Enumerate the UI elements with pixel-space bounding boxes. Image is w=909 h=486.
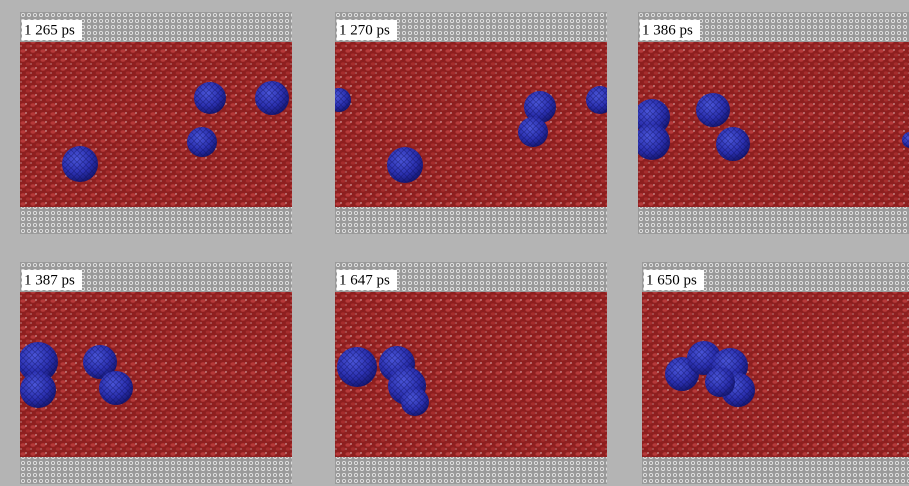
- nanobubble-texture: [387, 147, 423, 183]
- bottom-wall: [335, 457, 607, 484]
- figure: 1 265 ps 1 270 ps 1 386 ps 1 387 ps 1 647 ps…: [0, 0, 909, 486]
- nanobubble-texture: [518, 117, 548, 147]
- bottom-wall: [20, 207, 292, 234]
- water-region: [335, 42, 607, 207]
- bottom-wall: [335, 207, 607, 234]
- time-label: 1 387 ps: [24, 272, 75, 288]
- nanobubble-texture: [716, 127, 750, 161]
- water-region: [638, 42, 909, 207]
- snapshot-panel: 1 650 ps: [642, 262, 909, 484]
- page: {"panels": [{"label": "1 265 ps"}, {"lab…: [0, 0, 909, 486]
- time-label: 1 270 ps: [339, 22, 390, 38]
- nanobubble-texture: [62, 146, 98, 182]
- bottom-wall: [20, 457, 292, 484]
- nanobubble-texture: [187, 127, 217, 157]
- nanobubble-texture: [194, 82, 226, 114]
- water-region: [20, 292, 292, 457]
- snapshot-panel: 1 387 ps: [18, 262, 292, 484]
- water-region: [20, 42, 292, 207]
- snapshot-panel: 1 270 ps: [327, 12, 614, 234]
- nanobubble-texture: [586, 86, 614, 114]
- time-label: 1 650 ps: [646, 272, 697, 288]
- nanobubble-texture: [337, 347, 377, 387]
- nanobubble-texture: [705, 367, 735, 397]
- snapshot-panel: 1 265 ps: [20, 12, 292, 234]
- nanobubble-texture: [20, 372, 56, 408]
- nanobubble-texture: [255, 81, 289, 115]
- time-label: 1 647 ps: [339, 272, 390, 288]
- bottom-wall: [642, 457, 909, 484]
- nanobubble-texture: [401, 388, 429, 416]
- snapshot-panel: 1 647 ps: [335, 262, 607, 484]
- nanobubble-texture: [327, 88, 351, 112]
- water-region: [335, 292, 607, 457]
- time-label: 1 265 ps: [24, 22, 75, 38]
- nanobubble-texture: [634, 124, 670, 160]
- bottom-wall: [638, 207, 909, 234]
- time-label: 1 386 ps: [642, 22, 693, 38]
- nanobubble-texture: [99, 371, 133, 405]
- snapshot-panel: 1 386 ps: [634, 12, 909, 234]
- nanobubble-texture: [696, 93, 730, 127]
